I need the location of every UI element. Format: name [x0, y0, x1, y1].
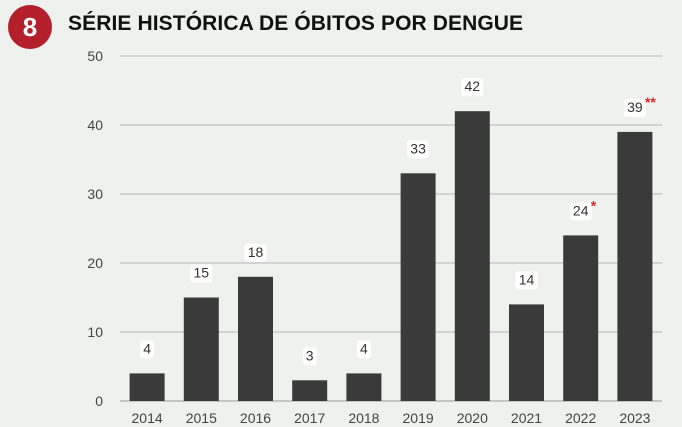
- chart-number-badge: 8: [8, 5, 52, 49]
- y-axis-ticks: 0 10 20 30 40 50: [87, 48, 103, 409]
- data-label-2021: 14: [519, 271, 535, 287]
- data-label-2015: 15: [194, 265, 210, 281]
- data-label-2018: 4: [360, 340, 368, 356]
- x-tick-label: 2014: [132, 410, 163, 426]
- badge-number: 8: [22, 11, 38, 42]
- y-tick-label: 10: [87, 324, 103, 340]
- data-label-2017: 3: [306, 347, 314, 363]
- x-tick-label: 2017: [294, 410, 325, 426]
- bar-2023: [617, 131, 653, 401]
- data-label-bg: [356, 340, 371, 359]
- data-label-bg: [407, 140, 430, 159]
- bar-2022: [563, 235, 599, 401]
- x-tick-label: 2021: [511, 410, 542, 426]
- data-label-bg: [244, 243, 267, 262]
- bar-2019: [400, 173, 436, 401]
- x-tick-label: 2016: [240, 410, 271, 426]
- y-tick-label: 50: [87, 48, 103, 64]
- data-label-bg: [190, 264, 213, 283]
- data-label-bg: [623, 98, 646, 117]
- x-tick-label: 2015: [186, 410, 217, 426]
- data-label-bg: [140, 340, 155, 359]
- x-tick-label: 2018: [348, 410, 379, 426]
- data-label-2022: 24: [573, 202, 589, 218]
- x-tick-label: 2022: [565, 410, 596, 426]
- x-axis-ticks: 2014 2015 2016 2017 2018 2019 2020 2021 2022 2023: [132, 410, 651, 426]
- data-labels: 4 15 18 3 4 33 42 14 24 * 39 **: [140, 78, 656, 366]
- bar-2018: [346, 373, 382, 401]
- data-label-2016: 18: [248, 244, 264, 260]
- y-tick-label: 20: [87, 255, 103, 271]
- footnote-marker: **: [645, 94, 656, 110]
- y-tick-label: 30: [87, 186, 103, 202]
- data-label-bg: [461, 78, 484, 97]
- y-tick-label: 40: [87, 117, 103, 133]
- bar-2021: [509, 304, 544, 401]
- data-label-2014: 4: [143, 340, 151, 356]
- x-tick-label: 2019: [403, 410, 434, 426]
- x-tick-label: 2023: [619, 410, 650, 426]
- data-label-2020: 42: [465, 78, 481, 94]
- data-label-bg: [302, 347, 317, 366]
- bar-2020: [454, 111, 490, 401]
- data-label-bg: [569, 202, 592, 221]
- data-label-bg: [515, 271, 538, 290]
- data-label-2019: 33: [410, 140, 426, 156]
- bar-2017: [292, 380, 328, 401]
- x-tick-label: 2020: [457, 410, 488, 426]
- chart-title: SÉRIE HISTÓRICA DE ÓBITOS POR DENGUE: [68, 12, 524, 35]
- bar-2016: [238, 276, 273, 401]
- y-tick-label: 0: [95, 393, 103, 409]
- bar-2014: [129, 373, 165, 401]
- footnote-marker: *: [591, 197, 597, 213]
- data-label-2023: 39: [627, 99, 643, 115]
- bar-2015: [183, 297, 219, 401]
- bars: [129, 111, 653, 401]
